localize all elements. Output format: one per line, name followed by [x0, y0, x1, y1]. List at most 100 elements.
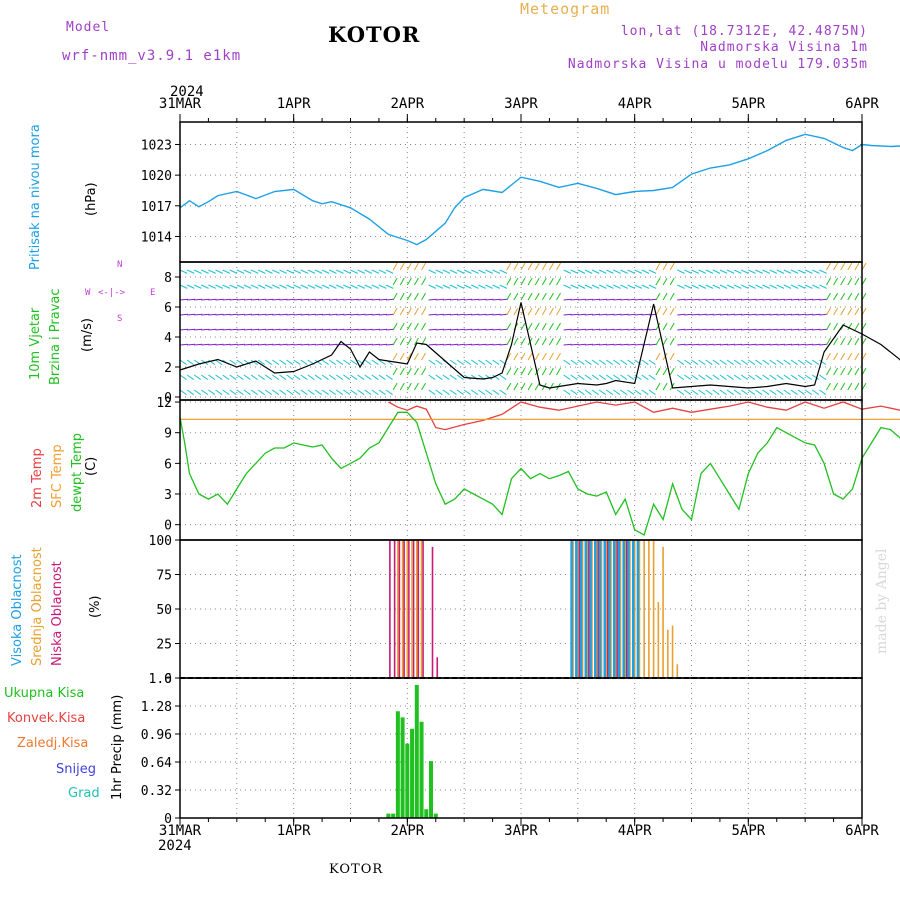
y-tick-label: 6	[164, 457, 172, 472]
wind-barb	[463, 269, 472, 274]
y-tick-label: 2	[164, 361, 172, 376]
wind-barb	[819, 328, 828, 331]
wind-barb	[428, 359, 436, 365]
wind-barb	[613, 284, 621, 289]
wind-barb	[385, 298, 395, 301]
wind-barb	[534, 307, 540, 316]
wind-barb	[293, 284, 302, 289]
wind-barb	[684, 313, 693, 316]
wind-barb	[819, 359, 827, 365]
wind-barb	[279, 269, 287, 274]
wind-barb	[322, 328, 331, 331]
wind-barb	[733, 269, 742, 274]
wind-barb	[570, 284, 579, 289]
wind-barb	[193, 284, 202, 289]
wind-barb	[279, 389, 287, 395]
wind-barb	[236, 298, 245, 301]
wind-barb	[783, 269, 792, 274]
wind-barb	[414, 367, 419, 376]
compass-n: N	[117, 260, 123, 270]
wind-barb	[378, 284, 387, 289]
wind-barb	[286, 374, 294, 380]
wind-barb	[406, 367, 412, 376]
wind-barb	[279, 298, 288, 301]
wind-barb	[548, 292, 554, 301]
wind-barb	[193, 269, 202, 274]
wind-barb	[826, 262, 831, 271]
wind-barb	[229, 313, 238, 316]
wind-barb	[520, 277, 526, 286]
wind-barb	[698, 359, 706, 365]
wind-barb	[798, 298, 807, 301]
wind-barb	[293, 343, 302, 346]
wind-barb	[805, 313, 814, 316]
wind-barb	[826, 322, 831, 331]
wind-barb	[655, 337, 661, 346]
wind-barb	[513, 277, 519, 286]
wind-barb	[627, 374, 635, 380]
wind-barb	[726, 374, 734, 380]
wind-barb	[272, 269, 280, 274]
wind-barb	[755, 359, 763, 365]
wind-barb	[485, 389, 493, 395]
wind-barb	[364, 389, 372, 395]
wind-barb	[399, 292, 405, 301]
wind-barb	[336, 374, 344, 380]
wind-barb	[577, 298, 586, 301]
wind-barb	[740, 359, 749, 365]
wind-barb	[456, 284, 465, 289]
wind-barb	[613, 343, 622, 346]
wind-barb	[797, 284, 806, 289]
wind-barb	[421, 322, 426, 331]
wind-barb	[577, 328, 586, 331]
wind-barb	[243, 313, 252, 316]
wind-barb	[748, 313, 757, 316]
wind-barb	[606, 343, 615, 346]
wind-barb	[541, 307, 547, 316]
wind-barb	[570, 298, 579, 301]
wind-barb	[648, 374, 656, 380]
wind-barb	[406, 337, 412, 346]
wind-barb	[364, 284, 373, 289]
wind-barb	[570, 343, 579, 346]
wind-barb	[478, 284, 486, 289]
wind-barb	[506, 352, 512, 361]
wind-barb	[527, 307, 533, 316]
wind-barb	[840, 352, 846, 361]
wind-barb	[776, 328, 785, 331]
wind-barb	[201, 298, 210, 301]
wind-barb	[421, 277, 426, 286]
wind-barb	[428, 313, 437, 316]
wind-barb	[797, 269, 806, 274]
wind-barb	[357, 328, 366, 331]
wind-barb	[186, 374, 194, 380]
wind-barb	[485, 343, 494, 346]
wind-barb	[187, 313, 196, 316]
wind-barb	[698, 389, 706, 395]
wind-barb	[336, 328, 345, 331]
date-label: 1APR	[276, 823, 311, 839]
wind-barb	[399, 352, 405, 361]
wind-barb	[456, 389, 464, 395]
wind-barb	[378, 343, 387, 346]
wind-barb	[712, 359, 720, 365]
wind-barb	[804, 389, 813, 395]
wind-barb	[449, 313, 458, 316]
precip-bar	[405, 743, 410, 818]
wind-barb	[428, 298, 437, 301]
wind-barb	[329, 328, 338, 331]
wind-barb	[726, 359, 734, 365]
wind-barb	[840, 382, 846, 391]
wind-barb	[570, 374, 578, 380]
wind-barb	[598, 284, 607, 289]
wind-barb	[229, 389, 237, 395]
wind-barb	[847, 322, 853, 331]
wind-barb	[691, 359, 699, 365]
wind-barb	[790, 389, 798, 395]
wind-barb	[684, 343, 693, 346]
wind-barb	[250, 374, 258, 380]
wind-barb	[655, 322, 661, 331]
wind-barb	[435, 313, 444, 316]
wind-barb	[833, 322, 839, 331]
